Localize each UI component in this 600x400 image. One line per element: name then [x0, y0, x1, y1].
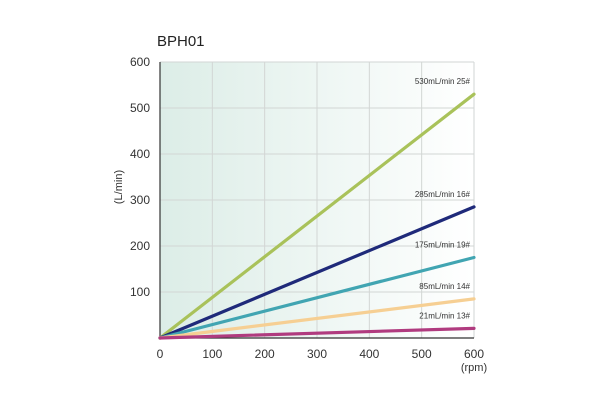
x-tick-label: 400	[359, 347, 379, 361]
y-axis-label: (L/min)	[113, 170, 125, 204]
series-label: 530mL/min 25#	[415, 77, 471, 86]
series-line	[158, 255, 476, 340]
x-tick-labels: 0 100 200 300 400 500 600	[157, 347, 485, 361]
y-tick-label: 600	[130, 55, 150, 69]
y-tick-label: 300	[130, 193, 150, 207]
x-tick-label: 500	[412, 347, 432, 361]
y-tick-label: 400	[130, 147, 150, 161]
series-label: 21mL/min 13#	[419, 311, 470, 320]
series-lines	[158, 92, 476, 340]
x-tick-label: 600	[464, 347, 484, 361]
series-label: 85mL/min 14#	[419, 282, 470, 291]
series-label: 175mL/min 19#	[415, 241, 471, 250]
series-line	[158, 92, 476, 340]
axes	[159, 62, 474, 339]
x-tick-label: 300	[307, 347, 327, 361]
x-tick-label: 200	[255, 347, 275, 361]
series-labels: 530mL/min 25# 285mL/min 16# 175mL/min 19# 8…	[415, 77, 471, 320]
y-tick-label: 500	[130, 101, 150, 115]
y-tick-label: 100	[130, 285, 150, 299]
x-tick-label: 0	[157, 347, 164, 361]
chart-title: BPH01	[157, 33, 205, 50]
series-line	[158, 326, 476, 340]
y-tick-label: 200	[130, 239, 150, 253]
series-line	[158, 297, 476, 340]
x-axis-label: (rpm)	[461, 362, 487, 374]
grid	[160, 61, 475, 338]
x-tick-label: 100	[202, 347, 222, 361]
series-label: 285mL/min 16#	[415, 190, 471, 199]
series-line	[158, 205, 476, 340]
y-tick-labels: 100 200 300 400 500 600	[130, 55, 150, 299]
